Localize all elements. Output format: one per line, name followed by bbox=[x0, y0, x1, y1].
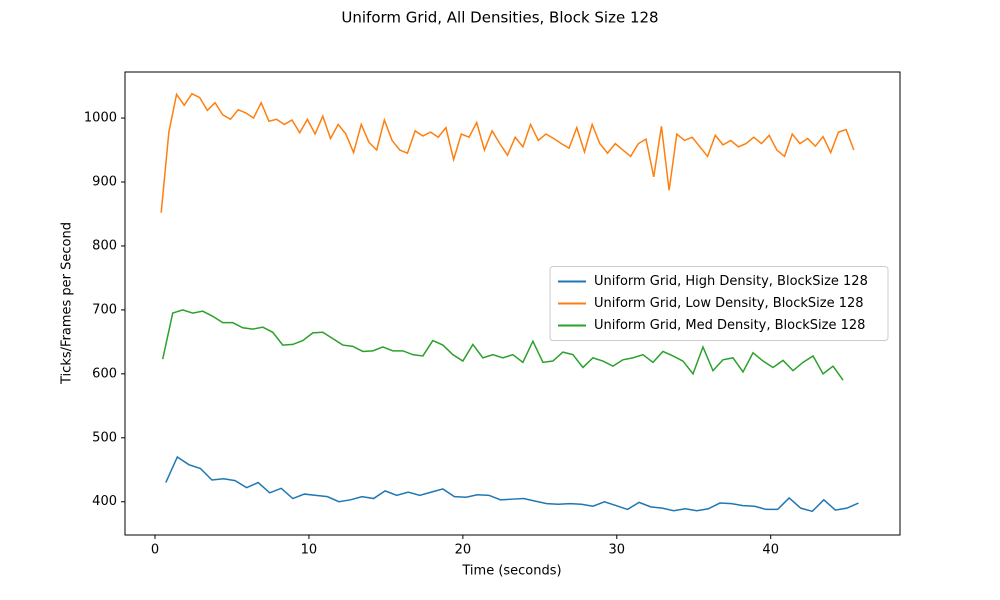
x-tick-label: 10 bbox=[301, 543, 318, 558]
legend-label: Uniform Grid, Low Density, BlockSize 128 bbox=[594, 296, 864, 311]
y-tick-label: 600 bbox=[92, 366, 117, 381]
data-line bbox=[161, 309, 844, 381]
data-line bbox=[165, 455, 859, 513]
y-tick-label: 1000 bbox=[84, 111, 117, 126]
x-tick-label: 0 bbox=[151, 543, 159, 558]
y-tick-label: 800 bbox=[92, 238, 117, 253]
legend: Uniform Grid, High Density, BlockSize 12… bbox=[549, 266, 889, 341]
y-tick-label: 500 bbox=[92, 430, 117, 445]
chart-title: Uniform Grid, All Densities, Block Size … bbox=[341, 9, 658, 27]
y-tick-label: 400 bbox=[92, 494, 117, 509]
y-axis-label: Ticks/Frames per Second bbox=[60, 222, 75, 385]
data-line bbox=[160, 92, 855, 213]
x-tick-label: 40 bbox=[762, 543, 779, 558]
x-axis-label: Time (seconds) bbox=[461, 564, 561, 579]
x-tick-label: 20 bbox=[455, 543, 472, 558]
legend-label: Uniform Grid, Med Density, BlockSize 128 bbox=[594, 318, 865, 333]
legend-box bbox=[549, 266, 889, 341]
plot-frame bbox=[124, 71, 901, 536]
y-tick-label: 700 bbox=[92, 302, 117, 317]
x-tick-label: 30 bbox=[609, 543, 626, 558]
y-tick-label: 900 bbox=[92, 174, 117, 189]
legend-label: Uniform Grid, High Density, BlockSize 12… bbox=[594, 274, 868, 289]
